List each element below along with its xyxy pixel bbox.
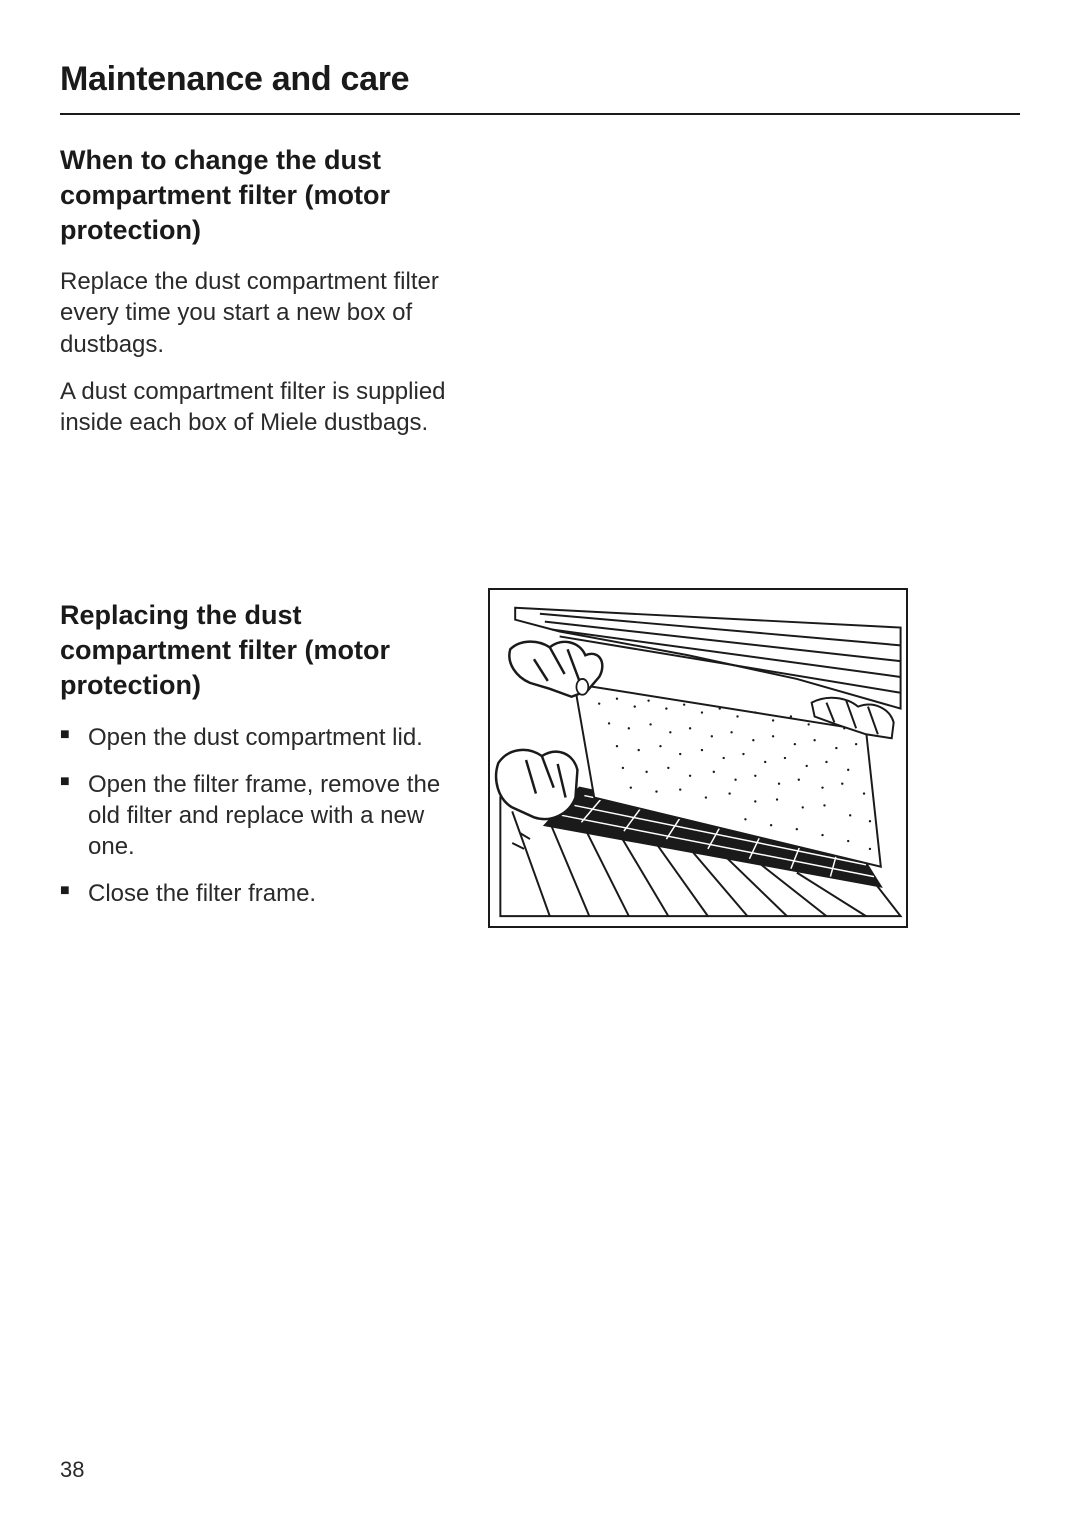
section-replacing: Replacing the dust compartment filter (m… xyxy=(60,598,1020,933)
section1-heading: When to change the dust compartment filt… xyxy=(60,143,450,248)
section2-heading: Replacing the dust compartment filter (m… xyxy=(60,598,450,703)
instruction-item: Open the filter frame, remove the old fi… xyxy=(60,769,460,863)
page-number: 38 xyxy=(60,1457,84,1483)
section-when-to-change: When to change the dust compartment filt… xyxy=(60,143,1020,438)
left-column: Replacing the dust compartment filter (m… xyxy=(60,598,460,925)
instruction-list: Open the dust compartment lid. Open the … xyxy=(60,722,460,910)
filter-illustration xyxy=(488,588,908,928)
two-column-layout: Replacing the dust compartment filter (m… xyxy=(60,598,1020,933)
page-container: Maintenance and care When to change the … xyxy=(0,0,1080,1529)
section1-paragraph-1: Replace the dust compartment filter ever… xyxy=(60,266,450,360)
section1-paragraph-2: A dust compartment filter is supplied in… xyxy=(60,376,450,438)
heading-rule xyxy=(60,113,1020,115)
right-column xyxy=(488,588,908,933)
instruction-item: Open the dust compartment lid. xyxy=(60,722,460,753)
main-heading: Maintenance and care xyxy=(60,60,1020,99)
instruction-item: Close the filter frame. xyxy=(60,878,460,909)
